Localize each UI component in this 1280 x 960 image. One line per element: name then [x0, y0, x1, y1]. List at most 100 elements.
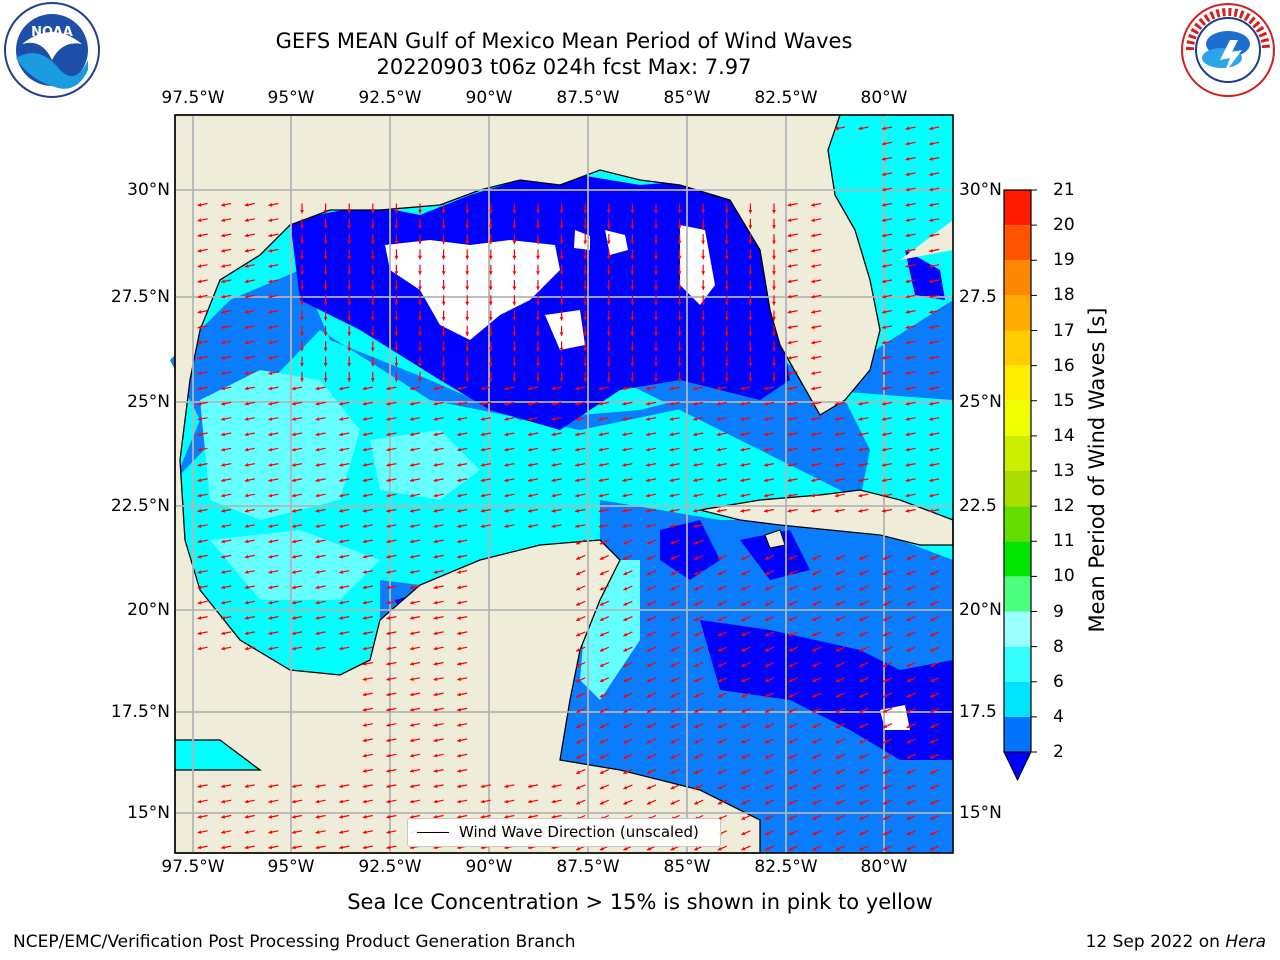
wave-direction-arrowhead: [575, 401, 580, 406]
wave-direction-arrowhead: [630, 225, 635, 229]
wave-direction-arrowhead: [740, 432, 745, 437]
wave-direction-arrowhead: [740, 447, 745, 452]
wave-direction-arrowhead: [583, 209, 588, 214]
wave-direction-arrowhead: [882, 432, 886, 437]
wave-direction-arrowhead: [764, 478, 768, 483]
wave-direction-arrowhead: [465, 286, 470, 290]
wave-direction-arrowhead: [576, 632, 581, 637]
wave-direction-arrowhead: [701, 362, 706, 367]
wave-direction-arrowhead: [268, 799, 273, 804]
wave-direction-arrowhead: [457, 447, 462, 452]
lat-tick-left: 27.5°N: [110, 287, 170, 307]
wave-direction-arrowhead: [268, 264, 273, 268]
wave-direction-arrowhead: [883, 755, 887, 759]
wave-direction-arrowhead: [716, 417, 721, 421]
wave-direction-arrowhead: [622, 463, 627, 467]
wave-direction-arrowhead: [300, 378, 304, 382]
wave-direction-arrowhead: [315, 447, 320, 452]
wave-direction-arrowhead: [315, 646, 320, 651]
wave-direction-arrowhead: [859, 586, 864, 591]
wave-direction-arrowhead: [244, 447, 249, 452]
wave-direction-arrowhead: [694, 617, 699, 621]
wave-direction-arrowhead: [292, 463, 296, 467]
lon-tick-bottom: 80°W: [860, 857, 908, 877]
wave-direction-arrowhead: [929, 172, 934, 177]
wave-direction-arrowhead: [835, 571, 840, 576]
wave-direction-arrowhead: [741, 571, 746, 576]
wave-direction-arrowhead: [724, 347, 729, 352]
wave-direction-arrowhead: [370, 317, 375, 321]
wave-direction-arrowhead: [244, 386, 249, 391]
wave-direction-arrowhead: [244, 493, 249, 498]
wave-direction-arrowhead: [811, 401, 816, 406]
wave-direction-arrowhead: [323, 225, 328, 229]
wave-direction-arrowhead: [788, 846, 793, 851]
wave-direction-arrowhead: [433, 677, 438, 681]
wave-direction-arrowhead: [315, 539, 320, 544]
wave-direction-arrowhead: [882, 447, 886, 452]
lon-tick-top: 97.5°W: [161, 88, 225, 108]
wave-direction-arrowhead: [858, 417, 863, 421]
wave-direction-arrowhead: [244, 401, 249, 406]
wave-direction-arrowhead: [433, 799, 438, 804]
wave-direction-arrowhead: [536, 209, 540, 214]
wave-direction-arrowhead: [268, 478, 273, 483]
wave-direction-arrowhead: [268, 417, 273, 421]
wave-direction-arrowhead: [268, 432, 273, 437]
wave-direction-arrowhead: [300, 225, 304, 229]
wave-direction-arrowhead: [606, 317, 611, 321]
colorbar-tick-label: 19: [1053, 250, 1075, 271]
wave-direction-arrowhead: [370, 301, 375, 306]
wave-direction-arrowhead: [646, 524, 650, 528]
wave-direction-arrowhead: [694, 724, 699, 729]
wave-direction-arrowhead: [315, 799, 320, 804]
wave-direction-arrowhead: [386, 447, 391, 452]
colorbar-segment-8: [1004, 611, 1031, 647]
wave-direction-arrowhead: [693, 432, 698, 437]
wave-direction-arrowhead: [551, 814, 556, 819]
wave-direction-arrowhead: [599, 678, 604, 683]
wave-direction-arrowhead: [576, 571, 581, 576]
wave-direction-arrowhead: [315, 417, 320, 421]
wave-direction-arrowhead: [512, 362, 517, 367]
wave-direction-arrowhead: [197, 310, 202, 314]
wave-direction-arrowhead: [905, 202, 910, 207]
lat-tick-right: 15°N: [959, 803, 1002, 823]
wave-direction-arrowhead: [930, 846, 935, 851]
wave-direction-arrowhead: [457, 738, 462, 743]
wave-direction-arrowhead: [630, 362, 635, 367]
wave-direction-arrowhead: [772, 255, 776, 260]
wave-direction-arrowhead: [575, 386, 580, 391]
wave-direction-arrowhead: [410, 707, 414, 712]
wave-direction-arrowhead: [268, 202, 273, 207]
wave-direction-arrowhead: [724, 362, 729, 367]
wave-direction-arrowhead: [835, 724, 840, 729]
wave-direction-arrowhead: [441, 225, 446, 229]
wave-direction-arrowhead: [630, 240, 635, 245]
wave-direction-arrowhead: [883, 846, 887, 851]
wave-direction-arrowhead: [787, 340, 792, 345]
no-data-area-northeast: [680, 225, 715, 305]
wave-direction-arrowhead: [410, 432, 414, 437]
wave-direction-arrowhead: [623, 709, 628, 713]
wave-direction-arrowhead: [623, 785, 628, 790]
wave-direction-arrowhead: [741, 724, 746, 729]
wave-direction-arrowhead: [694, 846, 699, 851]
wave-direction-arrowhead: [410, 386, 414, 391]
wave-direction-arrowhead: [906, 801, 911, 805]
wave-direction-arrowhead: [386, 799, 391, 804]
wave-direction-arrowhead: [292, 631, 296, 636]
wave-direction-arrowhead: [457, 600, 462, 605]
wave-direction-arrowhead: [693, 401, 698, 406]
wave-direction-arrowhead: [339, 799, 344, 804]
wave-direction-arrowhead: [536, 255, 540, 260]
wave-direction-arrowhead: [362, 447, 367, 452]
wave-direction-arrowhead: [575, 447, 580, 452]
wave-direction-arrowhead: [362, 600, 367, 605]
wave-direction-arrowhead: [410, 554, 414, 559]
colorbar-tick-label: 8: [1053, 636, 1064, 657]
wave-direction-arrowhead: [441, 286, 446, 290]
wave-direction-arrowhead: [670, 770, 675, 774]
wave-direction-arrowhead: [512, 240, 517, 245]
wave-direction-arrowhead: [362, 432, 367, 437]
